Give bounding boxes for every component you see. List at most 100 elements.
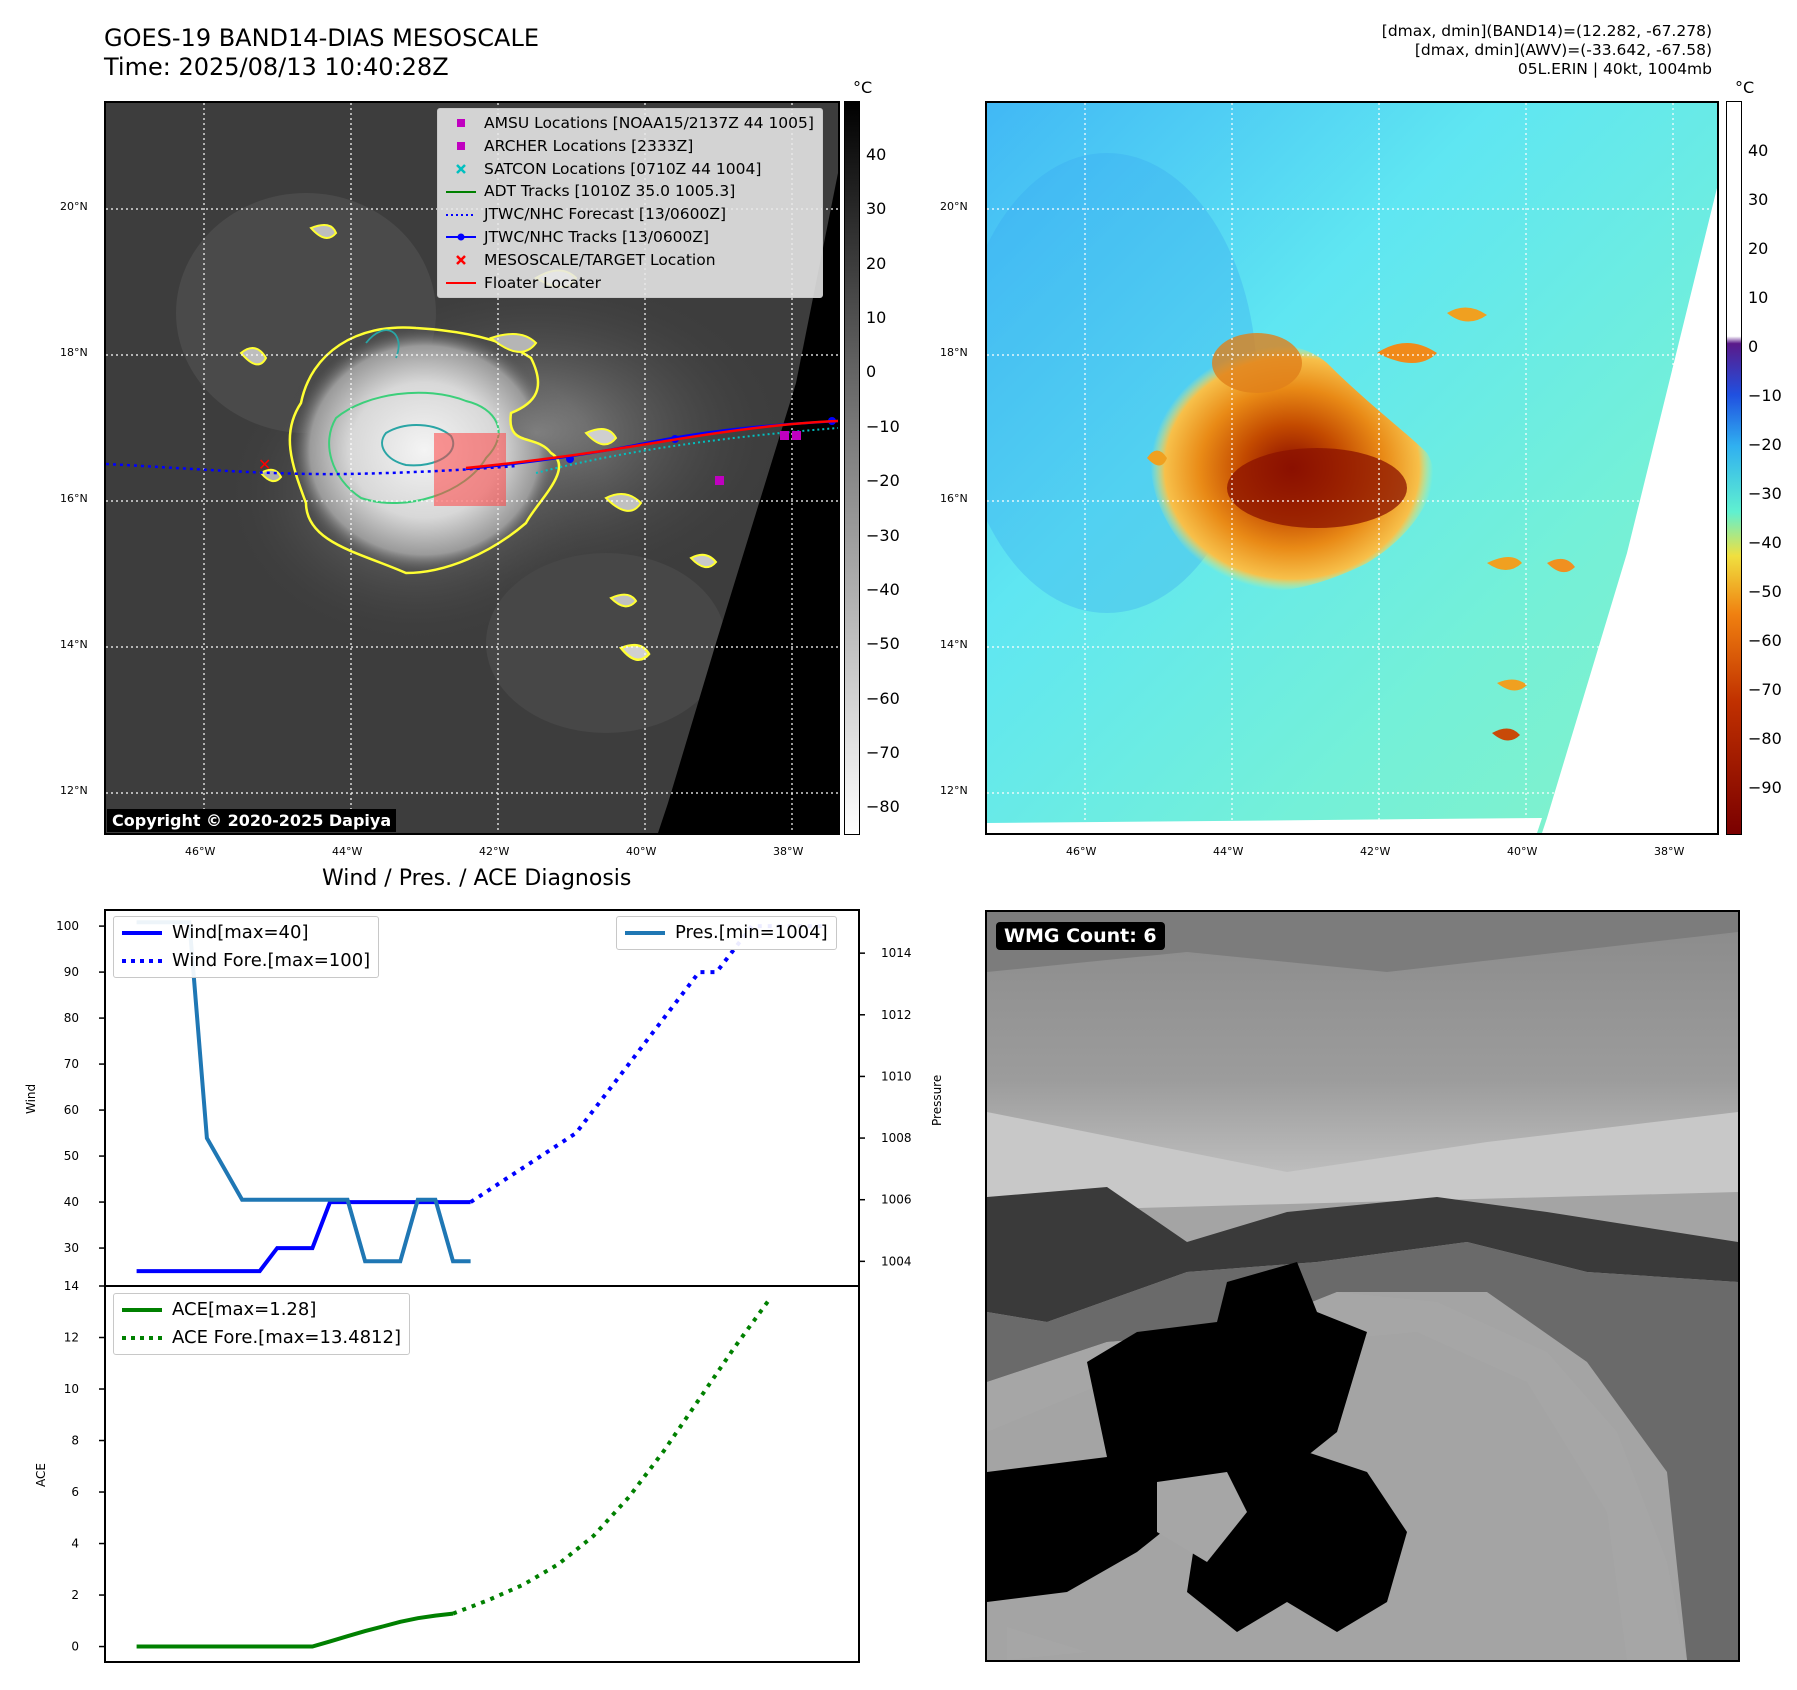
pressure-tick-label: 1006	[881, 1193, 912, 1207]
pressure-tick-label: 1008	[881, 1131, 912, 1145]
awv-lat-label: 18°N	[940, 346, 968, 359]
dotted-line-icon	[120, 1325, 164, 1351]
ace-tick-label: 8	[71, 1434, 79, 1448]
ir-colorbar	[844, 101, 860, 835]
map-legend: AMSU Locations [NOAA15/2137Z 44 1005] AR…	[437, 108, 823, 299]
awv-satellite-panel	[985, 101, 1719, 835]
diagnosis-title: Wind / Pres. / ACE Diagnosis	[322, 866, 632, 891]
ir-lat-label: 20°N	[60, 200, 88, 213]
ir-colorbar-tick: −40	[866, 580, 900, 599]
archer-location-marker	[715, 476, 724, 485]
awv-colorbar-tick: 0	[1748, 337, 1759, 356]
awv-lat-label: 16°N	[940, 492, 968, 505]
jtwc-forecast-track	[106, 462, 517, 476]
awv-colorbar-tick: −50	[1748, 582, 1782, 601]
awv-colorbar-tick: 10	[1748, 288, 1769, 307]
awv-colorbar-tick: 40	[1748, 141, 1769, 160]
ir-colorbar-tick: −50	[866, 634, 900, 653]
ir-colorbar-tick: −20	[866, 471, 900, 490]
dotted-line-icon	[444, 204, 478, 226]
ir-lat-label: 14°N	[60, 638, 88, 651]
ace-tick-label: 14	[64, 1279, 79, 1293]
awv-map-gridlines	[987, 103, 1717, 833]
pressure-tick-label: 1012	[881, 1008, 912, 1022]
ir-lon-label: 42°W	[479, 845, 510, 858]
awv-lat-label: 12°N	[940, 784, 968, 797]
ace-tick-label: 4	[71, 1537, 79, 1551]
awv-colorbar-tick: 30	[1748, 190, 1769, 209]
awv-colorbar-tick: −40	[1748, 533, 1782, 552]
figure-title: GOES-19 BAND14-DIAS MESOSCALE Time: 2025…	[104, 24, 539, 82]
ir-colorbar-tick: −70	[866, 743, 900, 762]
wind-axis-label: Wind	[24, 1083, 38, 1114]
pressure-axis-ticks: 1004 1006 1008 1010 1012 1014	[859, 946, 912, 1268]
ir-lon-label: 46°W	[185, 845, 216, 858]
ir-lat-label: 16°N	[60, 492, 88, 505]
ir-lat-label: 18°N	[60, 346, 88, 359]
dotted-line-icon	[120, 948, 164, 974]
legend-adt: ADT Tracks [1010Z 35.0 1005.3]	[444, 180, 814, 203]
ace-series	[136, 1298, 772, 1649]
series-line-ace	[136, 1611, 454, 1649]
title-line-time: Time: 2025/08/13 10:40:28Z	[104, 53, 449, 81]
legend-wind: Wind[max=40]	[120, 919, 370, 947]
square-marker-icon	[444, 135, 478, 157]
awv-lon-label: 38°W	[1654, 845, 1685, 858]
wind-tick-label: 80	[64, 1011, 79, 1025]
awv-lat-label: 20°N	[940, 200, 968, 213]
wind-tick-label: 100	[56, 919, 79, 933]
legend-pressure: Pres.[min=1004]	[623, 919, 828, 947]
legend-ace-forecast: ACE Fore.[max=13.4812]	[120, 1324, 401, 1352]
ace-tick-label: 0	[71, 1640, 79, 1654]
series-line-wind-fore-	[469, 924, 823, 1204]
line-marker-icon	[444, 181, 478, 203]
solid-line-icon	[120, 920, 164, 946]
amsu-location-marker	[780, 431, 789, 440]
copyright-label: Copyright © 2020-2025 Dapiya	[107, 809, 397, 832]
floater-locater-track	[465, 419, 838, 470]
ir-lat-label: 12°N	[60, 784, 88, 797]
awv-colorbar-tick: 20	[1748, 239, 1769, 258]
awv-lon-label: 40°W	[1507, 845, 1538, 858]
legend-ace: ACE[max=1.28]	[120, 1296, 401, 1324]
ace-tick-label: 2	[71, 1588, 79, 1602]
legend-amsu: AMSU Locations [NOAA15/2137Z 44 1005]	[444, 112, 814, 135]
title-line-product: GOES-19 BAND14-DIAS MESOSCALE	[104, 24, 540, 52]
wind-axis-ticks: 30 40 50 60 70 80 90 100	[56, 919, 105, 1255]
square-marker-icon	[444, 112, 478, 134]
legend-wind-forecast: Wind Fore.[max=100]	[120, 947, 370, 975]
awv-colorbar-tick: −80	[1748, 729, 1782, 748]
legend-archer: ARCHER Locations [2333Z]	[444, 135, 814, 158]
ir-lon-label: 40°W	[626, 845, 657, 858]
wind-tick-label: 40	[64, 1195, 79, 1209]
mesoscale-target-marker: ✕	[258, 455, 271, 474]
legend-satcon: SATCON Locations [0710Z 44 1004]	[444, 158, 814, 181]
series-line-ace-fore-	[452, 1298, 772, 1616]
ir-colorbar-tick: 30	[866, 199, 887, 218]
awv-lon-label: 44°W	[1213, 845, 1244, 858]
awv-lon-label: 46°W	[1066, 845, 1097, 858]
wmg-image	[987, 912, 1738, 1660]
line-marker-icon	[444, 272, 478, 294]
wind-tick-label: 70	[64, 1057, 79, 1071]
x-marker-icon	[444, 249, 478, 271]
pressure-tick-label: 1010	[881, 1069, 912, 1083]
ace-tick-label: 12	[64, 1331, 79, 1345]
wind-tick-label: 50	[64, 1149, 79, 1163]
awv-satellite-image	[987, 103, 1717, 833]
wind-tick-label: 90	[64, 965, 79, 979]
awv-colorbar	[1726, 101, 1742, 835]
series-line-wind	[136, 1200, 471, 1274]
ace-tick-label: 6	[71, 1485, 79, 1499]
wind-legend: Wind[max=40] Wind Fore.[max=100]	[113, 916, 380, 978]
legend-jtwc-tracks: JTWC/NHC Tracks [13/0600Z]	[444, 226, 814, 249]
line-dot-icon	[444, 226, 478, 248]
pressure-tick-label: 1014	[881, 946, 912, 960]
ir-satellite-panel: ✕ AMSU Locations [NOAA15/2137Z 44 1005] …	[104, 101, 840, 835]
awv-colorbar-tick: −10	[1748, 386, 1782, 405]
pressure-axis-label: Pressure	[930, 1074, 944, 1126]
ace-legend: ACE[max=1.28] ACE Fore.[max=13.4812]	[113, 1293, 410, 1355]
pressure-legend: Pres.[min=1004]	[616, 916, 837, 950]
meta-storm-info: 05L.ERIN | 40kt, 1004mb	[1517, 60, 1712, 78]
